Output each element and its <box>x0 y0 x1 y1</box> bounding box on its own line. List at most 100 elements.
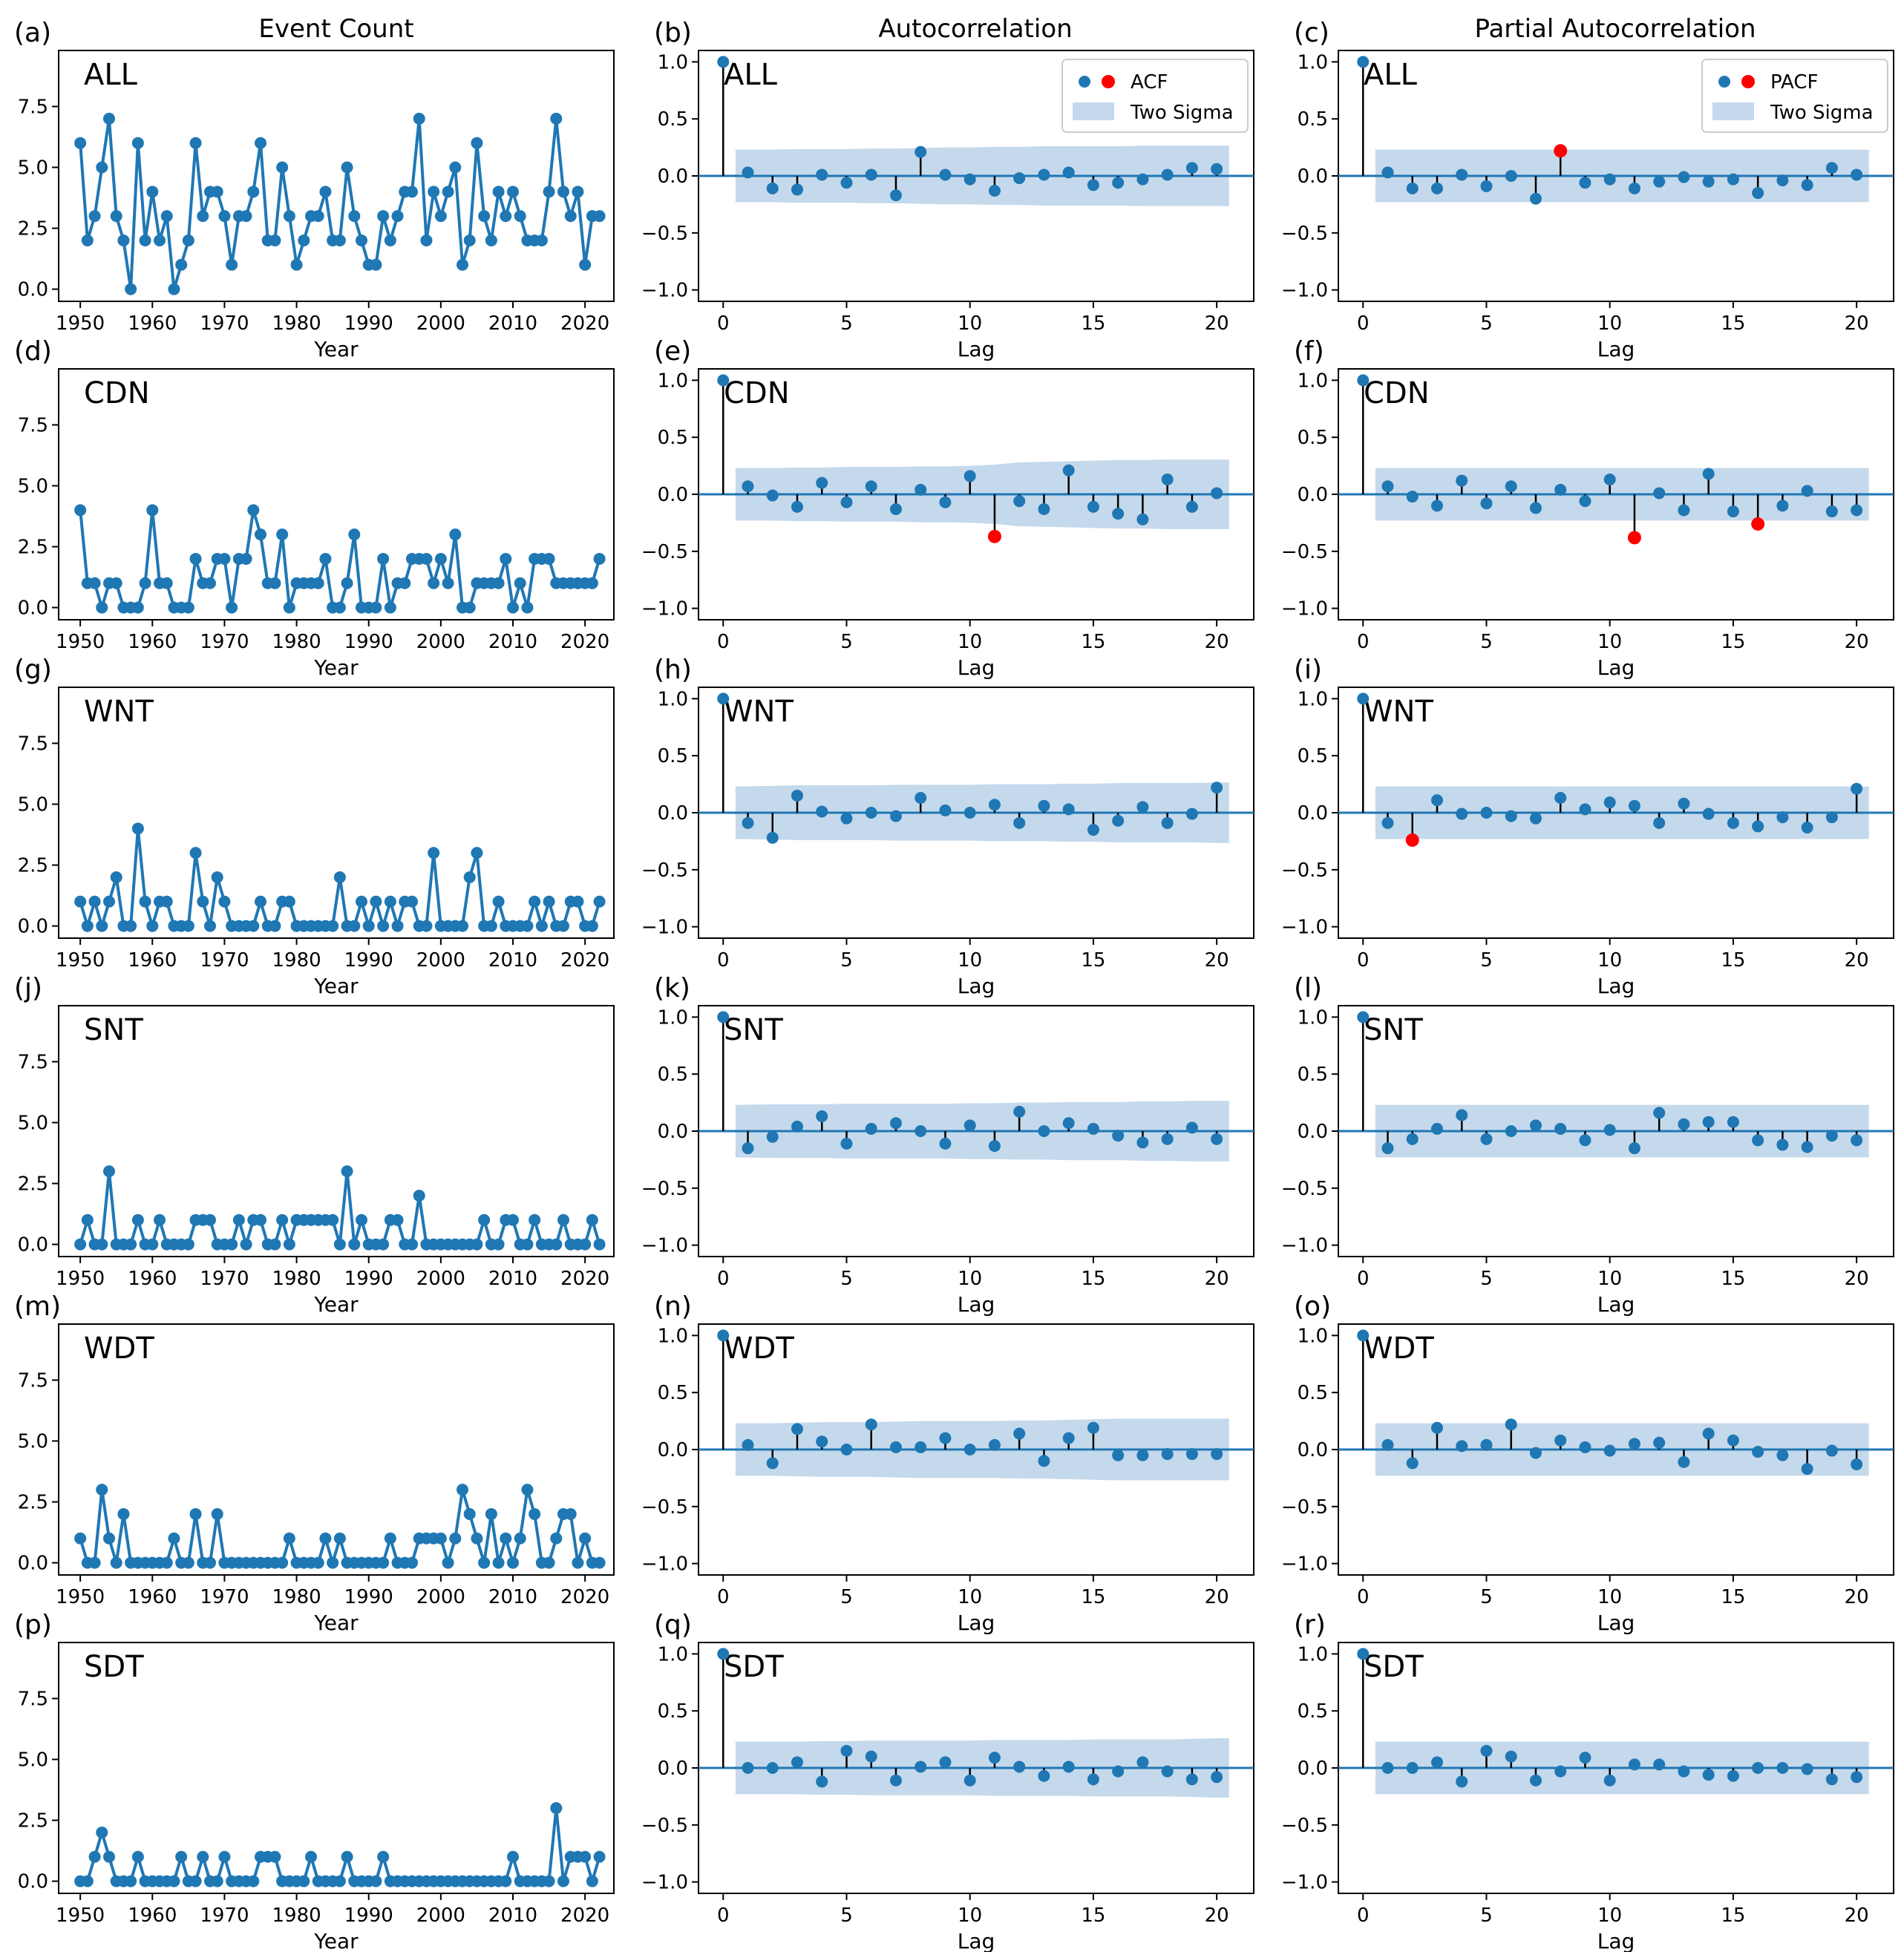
x-tick-label: 1970 <box>200 1904 249 1927</box>
y-tick-label: −1.0 <box>641 917 688 939</box>
data-point <box>370 895 382 908</box>
stem-marker <box>1211 163 1223 175</box>
stem-marker <box>865 1750 877 1763</box>
x-tick-label: 2010 <box>488 312 537 335</box>
dataset-label: SDT <box>84 1650 144 1684</box>
data-point <box>514 1532 526 1545</box>
stem-marker <box>1653 487 1666 500</box>
data-point <box>348 1238 361 1251</box>
data-point <box>593 1850 606 1863</box>
y-tick-label: −1.0 <box>1281 598 1328 620</box>
stem-marker <box>1776 811 1789 824</box>
y-tick-label: 7.5 <box>18 1369 48 1392</box>
y-tick-label: −0.5 <box>641 1178 688 1200</box>
y-tick-label: 0.0 <box>18 597 48 620</box>
stem-marker <box>1653 175 1666 188</box>
data-point <box>255 137 266 149</box>
data-point <box>240 210 252 223</box>
stem-marker <box>1013 1105 1026 1118</box>
data-point <box>283 1532 295 1545</box>
x-tick-label: 10 <box>958 1268 982 1290</box>
x-tick-label: 2010 <box>488 631 537 653</box>
stem-marker <box>1161 168 1174 181</box>
stem-marker <box>915 145 927 158</box>
stem-marker <box>1112 1130 1125 1142</box>
stem-marker <box>1505 1418 1517 1431</box>
y-tick-label: 0.5 <box>1298 427 1328 449</box>
data-point <box>428 577 440 589</box>
y-tick-label: −1.0 <box>641 1553 688 1576</box>
x-tick-label: 0 <box>717 1586 730 1608</box>
stem-marker <box>1505 810 1517 822</box>
data-point <box>81 920 94 932</box>
stem-marker <box>1406 1133 1419 1145</box>
x-tick-label: 1980 <box>272 1268 321 1290</box>
x-tick-label: 5 <box>1480 631 1493 653</box>
data-point <box>391 210 404 223</box>
plot-frame <box>58 50 615 302</box>
y-tick-label: 0.0 <box>658 166 688 188</box>
data-point <box>131 137 144 149</box>
legend: PACF Two Sigma <box>1701 59 1888 133</box>
data-point <box>572 895 584 908</box>
data-point <box>428 847 440 859</box>
stem-marker <box>1851 1771 1863 1784</box>
data-point <box>247 186 260 198</box>
data-point <box>283 895 295 908</box>
x-tick-label: 2020 <box>560 1586 609 1608</box>
stem-marker <box>1381 1142 1394 1155</box>
data-point <box>96 161 108 174</box>
data-point <box>420 552 433 565</box>
data-point <box>103 1532 115 1545</box>
data-point <box>110 210 122 223</box>
stem-marker <box>1603 474 1616 486</box>
stem-marker <box>988 1139 1001 1152</box>
stem-marker <box>1013 1427 1026 1440</box>
data-point <box>131 1214 144 1226</box>
y-tick-label: −1.0 <box>641 280 688 302</box>
x-tick-label: 20 <box>1205 1268 1229 1290</box>
data-point <box>586 577 598 589</box>
stem-marker <box>1456 1109 1468 1121</box>
data-point <box>557 1875 569 1887</box>
stem-marker <box>1430 1756 1443 1769</box>
y-tick-label: 5.0 <box>18 794 48 816</box>
stem-marker <box>1038 1769 1050 1782</box>
data-point <box>88 210 101 223</box>
data-point <box>413 112 425 125</box>
x-tick-label: 2020 <box>560 949 609 972</box>
data-point <box>348 920 361 932</box>
data-point <box>211 1507 223 1520</box>
data-point <box>298 234 310 246</box>
stem-marker <box>1211 487 1223 500</box>
data-point <box>103 112 115 125</box>
data-point <box>189 1507 202 1520</box>
data-point <box>269 1850 281 1863</box>
data-point <box>485 234 497 246</box>
data-point <box>384 601 396 614</box>
column-title-partial-autocorrelation: Partial Autocorrelation <box>1474 14 1756 44</box>
stem-marker <box>1136 801 1149 813</box>
stem-marker <box>791 500 803 513</box>
y-tick-label: 0.5 <box>1298 745 1328 767</box>
y-tick-label: 5.0 <box>18 1113 48 1135</box>
data-point <box>204 1214 216 1226</box>
panel-all-pacf: (c) ALL −1.0 −0.5 0.0 0.5 1.0 0 5 10 15 20 Lag PACF Tw… <box>1281 18 1894 361</box>
data-point <box>182 1556 194 1569</box>
stem-marker <box>1136 513 1149 525</box>
data-point <box>377 1556 390 1569</box>
y-tick-label: 0.5 <box>658 427 688 449</box>
dataset-label: ALL <box>1364 58 1418 92</box>
plot-frame <box>58 1642 615 1894</box>
data-point <box>500 1875 512 1887</box>
data-point <box>514 577 526 589</box>
data-point <box>146 504 159 517</box>
data-point <box>247 504 260 517</box>
stem-marker <box>889 189 902 202</box>
y-tick-label: 1.0 <box>658 51 688 73</box>
x-tick-label: 1990 <box>344 312 393 335</box>
stem-marker <box>1480 497 1493 510</box>
data-point <box>204 577 216 589</box>
stem-marker <box>1702 1427 1715 1440</box>
y-tick-label: −0.5 <box>1281 1815 1328 1837</box>
